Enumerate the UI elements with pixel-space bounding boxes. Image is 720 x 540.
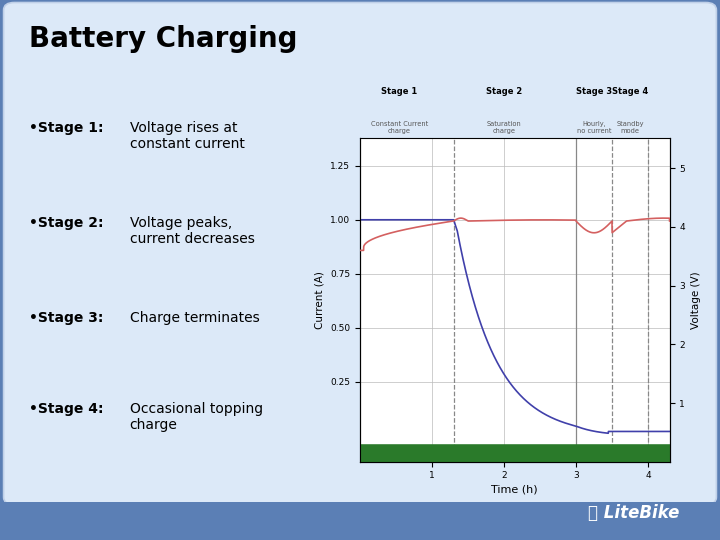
Text: Standby
mode: Standby mode bbox=[616, 122, 644, 134]
Text: Battery Charging: Battery Charging bbox=[29, 25, 297, 53]
Text: Charge terminates: Charge terminates bbox=[130, 312, 259, 326]
Text: Occasional topping
charge: Occasional topping charge bbox=[130, 402, 263, 432]
Text: Voltage rises at
constant current: Voltage rises at constant current bbox=[130, 120, 245, 151]
FancyBboxPatch shape bbox=[4, 3, 716, 505]
Y-axis label: Voltage (V): Voltage (V) bbox=[690, 271, 701, 328]
Text: •Stage 4:: •Stage 4: bbox=[29, 402, 103, 416]
Text: Voltage peaks,
current decreases: Voltage peaks, current decreases bbox=[130, 216, 254, 246]
Text: •Stage 2:: •Stage 2: bbox=[29, 216, 103, 230]
Text: Stage 3: Stage 3 bbox=[576, 86, 612, 96]
Text: Stage 2: Stage 2 bbox=[486, 86, 522, 96]
Text: ⎘ LiteBike: ⎘ LiteBike bbox=[588, 504, 679, 522]
Text: Saturation
charge: Saturation charge bbox=[487, 122, 521, 134]
Text: Stage 4: Stage 4 bbox=[612, 86, 648, 96]
Text: •Stage 3:: •Stage 3: bbox=[29, 312, 103, 326]
Text: Hourly,
no current: Hourly, no current bbox=[577, 122, 611, 134]
Y-axis label: Current (A): Current (A) bbox=[315, 271, 325, 329]
Text: Stage 1: Stage 1 bbox=[382, 86, 418, 96]
X-axis label: Time (h): Time (h) bbox=[492, 484, 538, 495]
Text: •Stage 1:: •Stage 1: bbox=[29, 120, 103, 134]
Text: Constant Current
charge: Constant Current charge bbox=[371, 122, 428, 134]
